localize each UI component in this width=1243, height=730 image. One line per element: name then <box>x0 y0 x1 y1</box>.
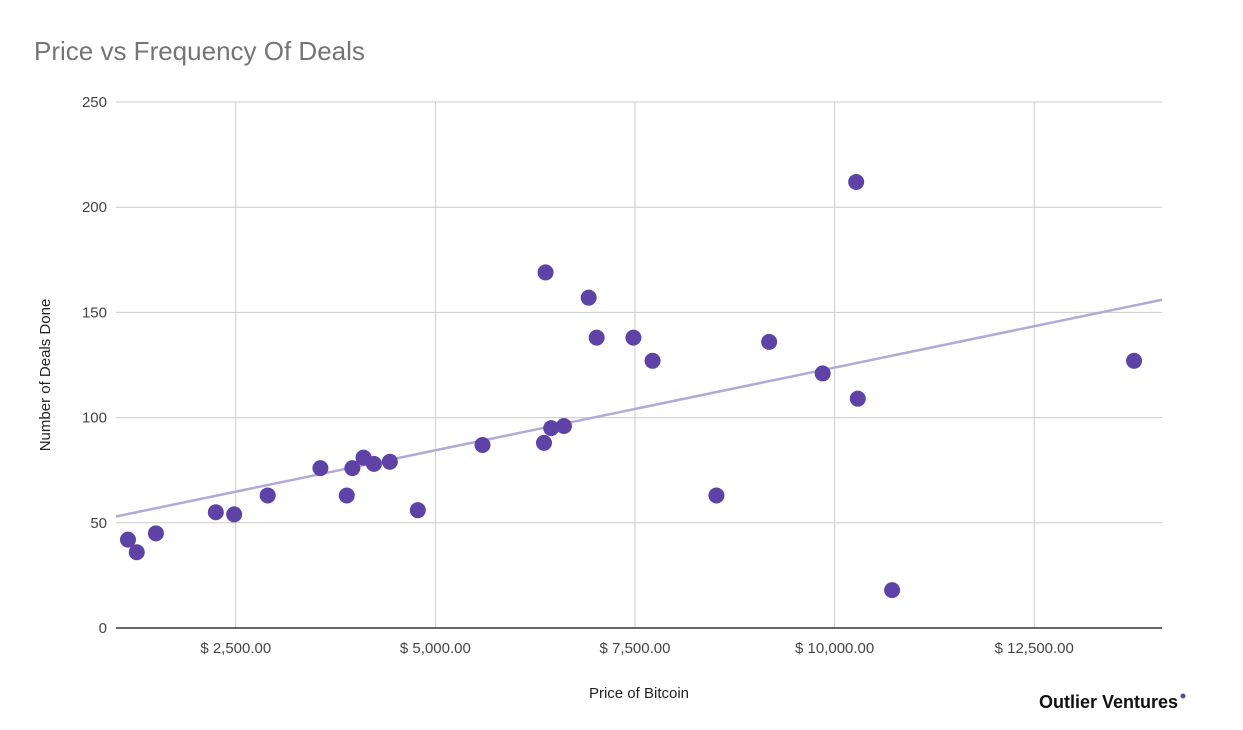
scatter-point <box>535 434 552 451</box>
brand-logo-dot <box>1180 693 1186 699</box>
gridlines <box>116 101 1162 628</box>
brand-logo-text: Outlier Ventures <box>1039 692 1178 712</box>
y-tick-label: 0 <box>99 620 107 637</box>
scatter-point <box>259 487 276 504</box>
x-tick-label: $ 5,000.00 <box>400 640 471 657</box>
scatter-point <box>381 453 398 470</box>
y-tick-label: 50 <box>90 515 107 532</box>
x-tick-labels: $ 2,500.00 $ 5,000.00 $ 7,500.00 $ 10,000.0… <box>200 640 1074 657</box>
scatter-point <box>537 264 554 281</box>
y-tick-label: 100 <box>82 410 107 427</box>
scatter-point <box>474 436 491 453</box>
scatter-point <box>207 504 224 521</box>
scatter-point <box>849 390 866 407</box>
scatter-point <box>344 460 361 477</box>
scatter-point <box>708 487 725 504</box>
y-tick-label: 250 <box>82 94 107 111</box>
scatter-point <box>128 544 145 561</box>
x-axis-title: Price of Bitcoin <box>589 685 689 702</box>
data-points <box>119 173 1143 599</box>
y-tick-labels: 0 50 100 150 200 250 <box>82 94 107 637</box>
scatter-point <box>543 420 560 437</box>
scatter-point <box>338 487 355 504</box>
scatter-point <box>644 352 661 369</box>
scatter-point <box>147 525 164 542</box>
scatter-point <box>409 502 426 519</box>
trendline <box>115 298 1163 518</box>
x-tick-label: $ 2,500.00 <box>200 640 271 657</box>
scatter-point <box>761 333 778 350</box>
scatter-point <box>1126 352 1143 369</box>
scatter-point <box>312 460 329 477</box>
scatter-point <box>884 582 901 599</box>
y-tick-label: 150 <box>82 304 107 321</box>
scatter-point <box>848 173 865 190</box>
x-tick-label: $ 7,500.00 <box>600 640 671 657</box>
scatter-point <box>555 418 572 435</box>
scatter-point <box>625 329 642 346</box>
x-tick-label: $ 12,500.00 <box>995 640 1074 657</box>
y-axis-title: Number of Deals Done <box>37 299 54 452</box>
scatter-point <box>119 531 136 548</box>
scatter-point <box>580 289 597 306</box>
scatter-point <box>226 506 243 523</box>
scatter-point <box>588 329 605 346</box>
scatter-point <box>814 365 831 382</box>
x-tick-label: $ 10,000.00 <box>795 640 874 657</box>
trendline-group <box>115 298 1163 518</box>
scatter-point <box>365 455 382 472</box>
chart-title: Price vs Frequency Of Deals <box>34 36 365 66</box>
y-tick-label: 200 <box>82 199 107 216</box>
